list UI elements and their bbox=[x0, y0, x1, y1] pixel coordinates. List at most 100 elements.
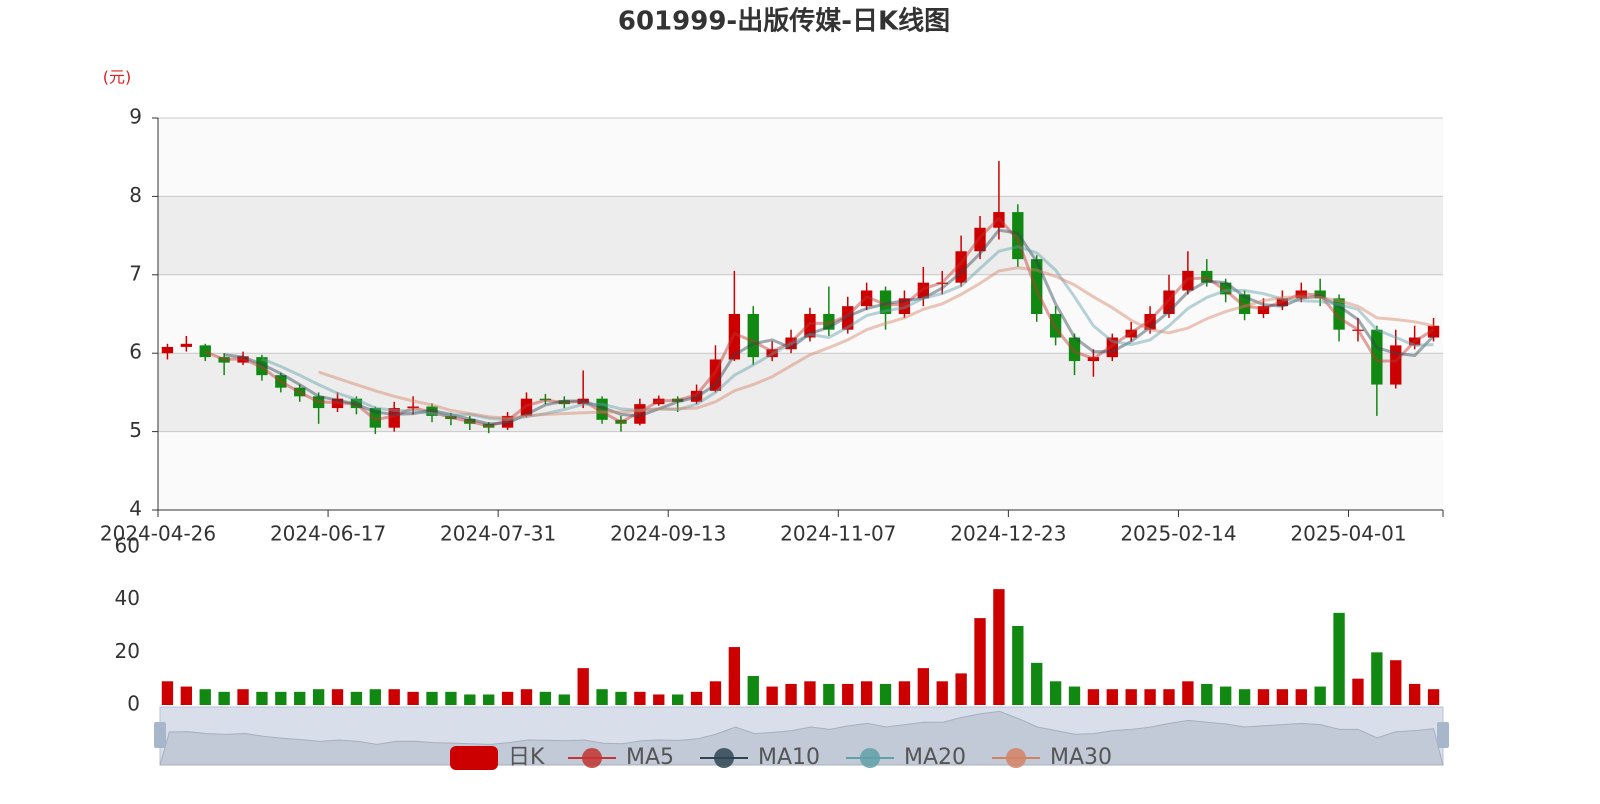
volume-bar bbox=[501, 691, 514, 705]
volume-bar bbox=[993, 589, 1005, 705]
ma-line bbox=[318, 266, 1434, 420]
x-tick-label: 2024-07-31 bbox=[440, 522, 556, 546]
volume-bar bbox=[804, 681, 816, 705]
candle-body bbox=[312, 396, 325, 409]
volume-bar bbox=[1201, 683, 1213, 705]
volume-bar bbox=[1314, 686, 1326, 705]
volume-bar bbox=[974, 618, 986, 705]
y-tick-label: 8 bbox=[129, 183, 142, 207]
volume-bar bbox=[785, 683, 797, 705]
candle-body bbox=[860, 290, 873, 307]
candle-body bbox=[558, 400, 570, 405]
chart-title: 601999-出版传媒-日K线图 bbox=[618, 7, 950, 37]
volume-bar bbox=[1408, 683, 1421, 705]
volume-bar bbox=[558, 694, 570, 705]
volume-tick-label: 40 bbox=[115, 586, 140, 610]
candle-body bbox=[577, 398, 589, 405]
volume-bar bbox=[860, 681, 873, 705]
volume-bar bbox=[331, 689, 344, 705]
volume-bar bbox=[464, 694, 476, 705]
candle-body bbox=[1163, 290, 1175, 314]
candle-body bbox=[1012, 212, 1024, 260]
volume-tick-label: 0 bbox=[127, 692, 140, 716]
candle-body bbox=[1295, 290, 1307, 299]
volume-bar bbox=[1163, 689, 1175, 705]
candle-body bbox=[275, 375, 287, 388]
candle-body bbox=[917, 282, 929, 299]
y-axis-name: (元) bbox=[103, 68, 132, 87]
volume-bar bbox=[728, 647, 741, 705]
candle-body bbox=[766, 349, 778, 358]
candle-body bbox=[256, 357, 268, 376]
candle-body bbox=[993, 212, 1005, 228]
candle-body bbox=[747, 314, 759, 358]
volume-tick-label: 60 bbox=[115, 534, 140, 558]
candle-body bbox=[218, 357, 230, 363]
candle-body bbox=[1068, 337, 1081, 362]
legend-icon bbox=[450, 746, 498, 770]
candle-body bbox=[804, 314, 816, 338]
candle-body bbox=[1201, 270, 1213, 283]
volume-tick-label: 20 bbox=[115, 639, 140, 663]
volume-bar bbox=[690, 691, 703, 705]
volume-bar bbox=[426, 691, 438, 705]
candle-body bbox=[1220, 282, 1232, 295]
candle-body bbox=[350, 398, 363, 409]
volume-bar bbox=[1390, 660, 1402, 705]
zoom-handle[interactable] bbox=[1437, 722, 1449, 748]
volume-bar bbox=[369, 689, 381, 705]
volume-bar bbox=[936, 681, 948, 705]
volume-bar bbox=[1276, 689, 1289, 705]
legend-icon bbox=[714, 748, 734, 768]
candle-body bbox=[690, 390, 703, 402]
candle-body bbox=[180, 343, 193, 347]
candle-body bbox=[501, 415, 514, 428]
candle-body bbox=[1427, 325, 1440, 338]
candle-body bbox=[1352, 329, 1364, 331]
candle-body bbox=[1276, 298, 1289, 307]
y-tick-label: 6 bbox=[129, 340, 142, 364]
x-tick-label: 2025-04-01 bbox=[1290, 522, 1406, 546]
volume-bar bbox=[483, 694, 495, 705]
ma-line bbox=[204, 216, 1435, 428]
x-tick-label: 2024-11-07 bbox=[780, 522, 896, 546]
volume-bar bbox=[842, 683, 854, 705]
candle-body bbox=[823, 314, 835, 330]
zoom-handle[interactable] bbox=[154, 722, 166, 748]
legend-label: 日K bbox=[508, 745, 545, 770]
candle-body bbox=[785, 337, 797, 350]
candle-body bbox=[728, 314, 741, 360]
y-tick-label: 7 bbox=[129, 261, 142, 285]
volume-bar bbox=[180, 686, 193, 705]
plot-band bbox=[158, 196, 1443, 275]
candle-body bbox=[1390, 345, 1402, 385]
volume-bar bbox=[275, 691, 287, 705]
volume-bar bbox=[672, 694, 684, 705]
candle-body bbox=[634, 404, 646, 424]
volume-bar bbox=[1144, 689, 1156, 705]
volume-bar bbox=[237, 689, 249, 705]
ma-line bbox=[223, 228, 1435, 426]
volume-bar bbox=[294, 691, 306, 705]
volume-bar bbox=[1125, 689, 1137, 705]
candle-body bbox=[294, 387, 306, 397]
candle-body bbox=[653, 398, 665, 405]
volume-bar bbox=[388, 689, 400, 705]
volume-bar bbox=[577, 668, 589, 705]
candle-body bbox=[1182, 270, 1194, 291]
volume-bar bbox=[539, 691, 552, 705]
candle-body bbox=[483, 423, 495, 428]
y-tick-label: 9 bbox=[129, 105, 142, 129]
volume-bar bbox=[879, 683, 892, 705]
candle-body bbox=[464, 419, 476, 424]
candle-body bbox=[331, 398, 344, 409]
volume-bar bbox=[445, 691, 457, 705]
legend-label: MA30 bbox=[1050, 745, 1112, 770]
volume-bar bbox=[709, 681, 722, 705]
candle-body bbox=[1031, 259, 1043, 314]
legend-label: MA10 bbox=[758, 745, 820, 770]
candle-body bbox=[936, 282, 948, 284]
candle-body bbox=[426, 406, 438, 416]
candle-body bbox=[520, 398, 533, 416]
